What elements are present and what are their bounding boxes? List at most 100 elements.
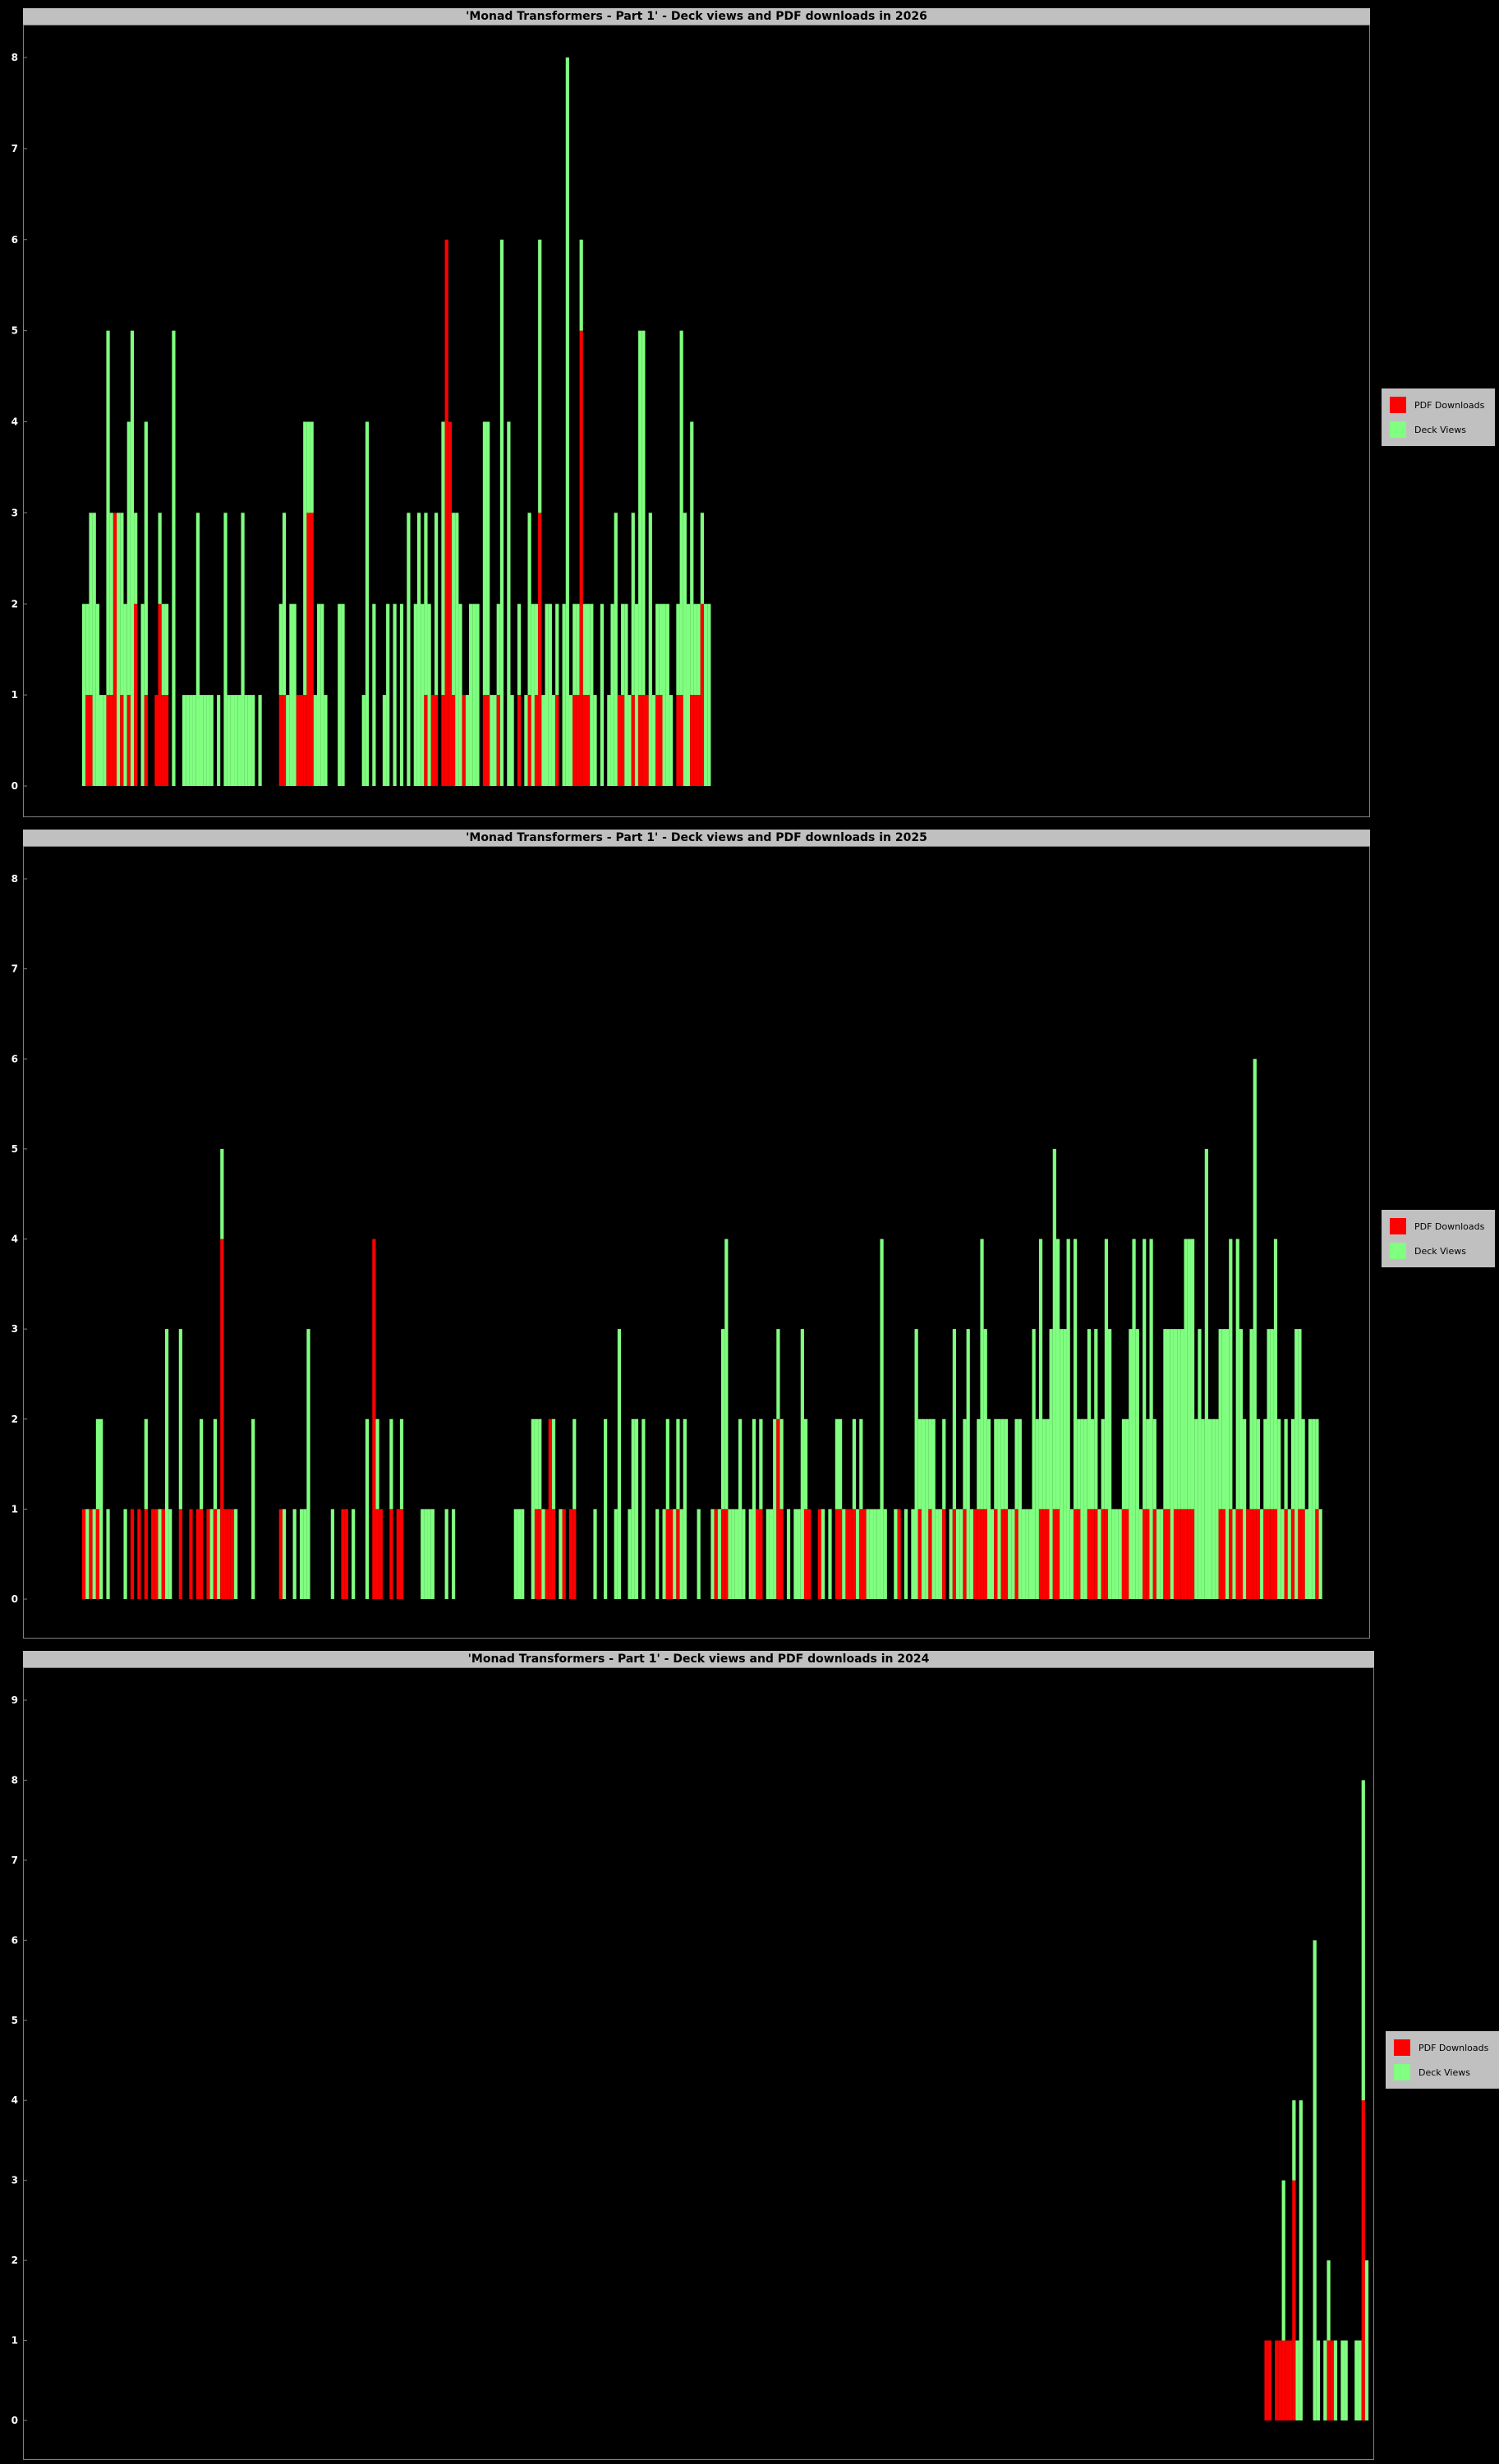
bar-deck-views (247, 695, 252, 786)
bar-deck-views (641, 330, 646, 696)
bar-deck-views (949, 1509, 953, 1599)
bar-deck-views (839, 1418, 843, 1510)
bar-deck-views (416, 513, 421, 786)
bar-deck-views (534, 604, 539, 696)
bar-deck-views (1073, 1239, 1078, 1510)
bar-pdf-downloads (548, 1418, 552, 1599)
bar-deck-views (106, 1509, 110, 1599)
bar-deck-views (130, 330, 135, 786)
bar-deck-views (1118, 1509, 1122, 1599)
bar-deck-views (517, 1509, 522, 1599)
bar-pdf-downloads (1264, 2340, 1268, 2420)
bar-deck-views (1000, 1418, 1005, 1510)
bar-pdf-downloads (697, 695, 701, 786)
bar-deck-views (797, 1509, 801, 1599)
bar-deck-views (220, 1148, 224, 1239)
bar-pdf-downloads (1218, 1509, 1222, 1599)
bar-deck-views (1313, 1940, 1317, 2420)
bar-deck-views (842, 1509, 846, 1599)
bar-deck-views (748, 1509, 752, 1599)
bar-deck-views (1292, 2100, 1296, 2181)
bar-deck-views (1294, 1329, 1299, 1599)
bar-pdf-downloads (154, 695, 159, 786)
bar-deck-views (1354, 2340, 1359, 2420)
bar-deck-views (472, 604, 476, 786)
bar-pdf-downloads (1143, 1509, 1147, 1599)
bar-deck-views (178, 1329, 182, 1510)
bar-pdf-downloads (576, 695, 580, 786)
bar-deck-views (676, 604, 680, 696)
bar-deck-views (1340, 2340, 1345, 2420)
bar-pdf-downloads (676, 695, 680, 786)
bar-deck-views (835, 1418, 839, 1510)
bar-pdf-downloads (424, 695, 428, 786)
bar-pdf-downloads (1330, 2340, 1334, 2420)
bar-pdf-downloads (1180, 1509, 1184, 1599)
bar-deck-views (1270, 1329, 1274, 1510)
bar-deck-views (697, 1509, 701, 1599)
bar-deck-views (938, 1509, 943, 1599)
bar-deck-views (1299, 2100, 1303, 2420)
bar-deck-views (880, 1239, 884, 1599)
bar-deck-views (117, 513, 121, 786)
bar-deck-views (223, 513, 228, 786)
bar-deck-views (717, 1509, 722, 1599)
bar-deck-views (164, 1329, 169, 1599)
bar-deck-views (375, 1418, 379, 1510)
bar-deck-views (421, 604, 425, 786)
bar-deck-views (655, 604, 660, 696)
bar-deck-views (1198, 1329, 1202, 1599)
bar-pdf-downloads (144, 695, 148, 786)
bar-deck-views (517, 604, 522, 696)
bar-deck-views (1215, 1418, 1219, 1599)
bar-pdf-downloads (555, 695, 559, 786)
bar-deck-views (931, 1418, 936, 1599)
bar-pdf-downloads (444, 239, 448, 786)
bar-pdf-downloads (1284, 1509, 1288, 1599)
legend-label-deck: Deck Views (1414, 1245, 1466, 1257)
bar-deck-views (1091, 1418, 1095, 1510)
y-tick-label: 6 (11, 234, 18, 246)
bar-pdf-downloads (230, 1509, 235, 1599)
bar-deck-views (1146, 1418, 1150, 1510)
bar-deck-views (320, 604, 324, 786)
bar-deck-views (572, 1418, 577, 1510)
legend-item-deck: Deck Views (1390, 1243, 1466, 1259)
bar-deck-views (538, 239, 542, 513)
bar-deck-views (1115, 1509, 1119, 1599)
bar-deck-views (531, 1418, 535, 1599)
bar-deck-views (1298, 1329, 1302, 1510)
bar-deck-views (172, 330, 176, 786)
bar-deck-views (991, 1509, 995, 1599)
bar-deck-views (85, 604, 90, 696)
bar-deck-views (617, 1329, 622, 1599)
bar-deck-views (914, 1329, 918, 1599)
bar-deck-views (234, 695, 238, 786)
bar-deck-views (186, 695, 190, 786)
y-tick-label: 6 (11, 1934, 18, 1946)
bar-deck-views (624, 604, 628, 786)
bar-pdf-downloads (545, 1509, 549, 1599)
bar-deck-views (686, 604, 691, 786)
bar-deck-views (103, 695, 107, 786)
bar-pdf-downloads (278, 695, 283, 786)
legend: PDF Downloads Deck Views (1382, 388, 1495, 446)
bar-pdf-downloads (980, 1509, 984, 1599)
bar-pdf-downloads (82, 1509, 86, 1599)
bar-deck-views (1204, 1148, 1208, 1599)
bar-deck-views (365, 421, 370, 786)
bar-deck-views (1316, 2340, 1321, 2420)
bar-pdf-downloads (1273, 1509, 1278, 1599)
bar-deck-views (310, 421, 314, 513)
bar-pdf-downloads (568, 1509, 573, 1599)
bar-deck-views (728, 1509, 732, 1599)
bar-deck-views (1166, 1329, 1170, 1510)
bar-pdf-downloads (434, 695, 439, 786)
bar-deck-views (679, 1509, 683, 1599)
bar-pdf-downloads (942, 1509, 946, 1599)
bar-deck-views (852, 1418, 857, 1510)
bar-pdf-downloads (1361, 2100, 1365, 2420)
bar-pdf-downloads (1249, 1509, 1253, 1599)
bar-deck-views (883, 1509, 887, 1599)
bar-deck-views (631, 1418, 635, 1599)
